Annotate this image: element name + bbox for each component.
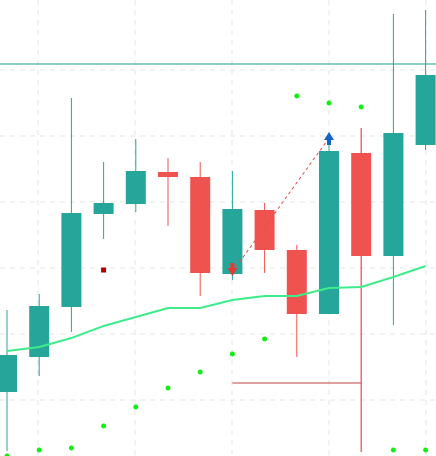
sell-arrow-down-icon: [227, 268, 238, 276]
psar-dot: [358, 104, 364, 110]
candle-7: [222, 171, 243, 280]
moving-average-layer: [6, 265, 426, 352]
signal-connector-dashed: [231, 137, 330, 273]
candle-13: [415, 10, 436, 150]
psar-dot: [229, 351, 235, 357]
psar-dot: [390, 447, 396, 453]
psar-dot: [294, 93, 300, 99]
candle-body-down: [254, 210, 275, 250]
candle-body-up: [383, 133, 404, 256]
candle-12: [383, 14, 404, 325]
candle-body-up: [0, 355, 17, 392]
psar-dot: [68, 445, 74, 451]
candle-6: [190, 162, 211, 296]
moving-average-line: [6, 265, 426, 352]
candle-body-up: [319, 151, 339, 314]
psar-dot: [101, 423, 107, 429]
signals: [227, 132, 334, 276]
sell-arrow-stem: [230, 263, 235, 269]
candle-3: [93, 162, 114, 239]
candle-body-down: [351, 153, 372, 256]
candle-body-up: [125, 171, 146, 204]
psar-dot: [423, 447, 429, 453]
candle-0: [0, 310, 17, 451]
psar-dot: [36, 447, 42, 453]
candle-10: [319, 138, 339, 314]
candle-body-down: [190, 177, 211, 273]
psar-dot: [133, 404, 139, 410]
candle-body-up: [61, 213, 82, 307]
candle-8: [254, 203, 275, 273]
buy-arrow-stem: [327, 139, 331, 145]
candle-5: [158, 158, 178, 226]
candle-2: [61, 98, 82, 332]
candle-body-down: [158, 172, 178, 177]
candles: [0, 10, 436, 452]
psar-dot: [165, 385, 171, 391]
candle-4: [125, 139, 146, 212]
psar-dot: [197, 369, 203, 375]
candle-9: [286, 245, 307, 357]
candle-body-up: [29, 306, 50, 357]
psar-dot: [262, 336, 268, 342]
psar-dots: [4, 93, 429, 456]
candle-1: [29, 294, 50, 376]
candle-body-down: [286, 250, 307, 314]
psar-dot: [326, 100, 332, 106]
buy-arrow-up-icon: [324, 132, 334, 140]
small-square-marker: [101, 267, 107, 273]
candle-11: [351, 128, 372, 452]
candle-body-up: [93, 203, 114, 214]
candle-body-up: [415, 75, 436, 145]
psar-dot: [4, 453, 10, 456]
candle-body-up: [222, 209, 243, 274]
